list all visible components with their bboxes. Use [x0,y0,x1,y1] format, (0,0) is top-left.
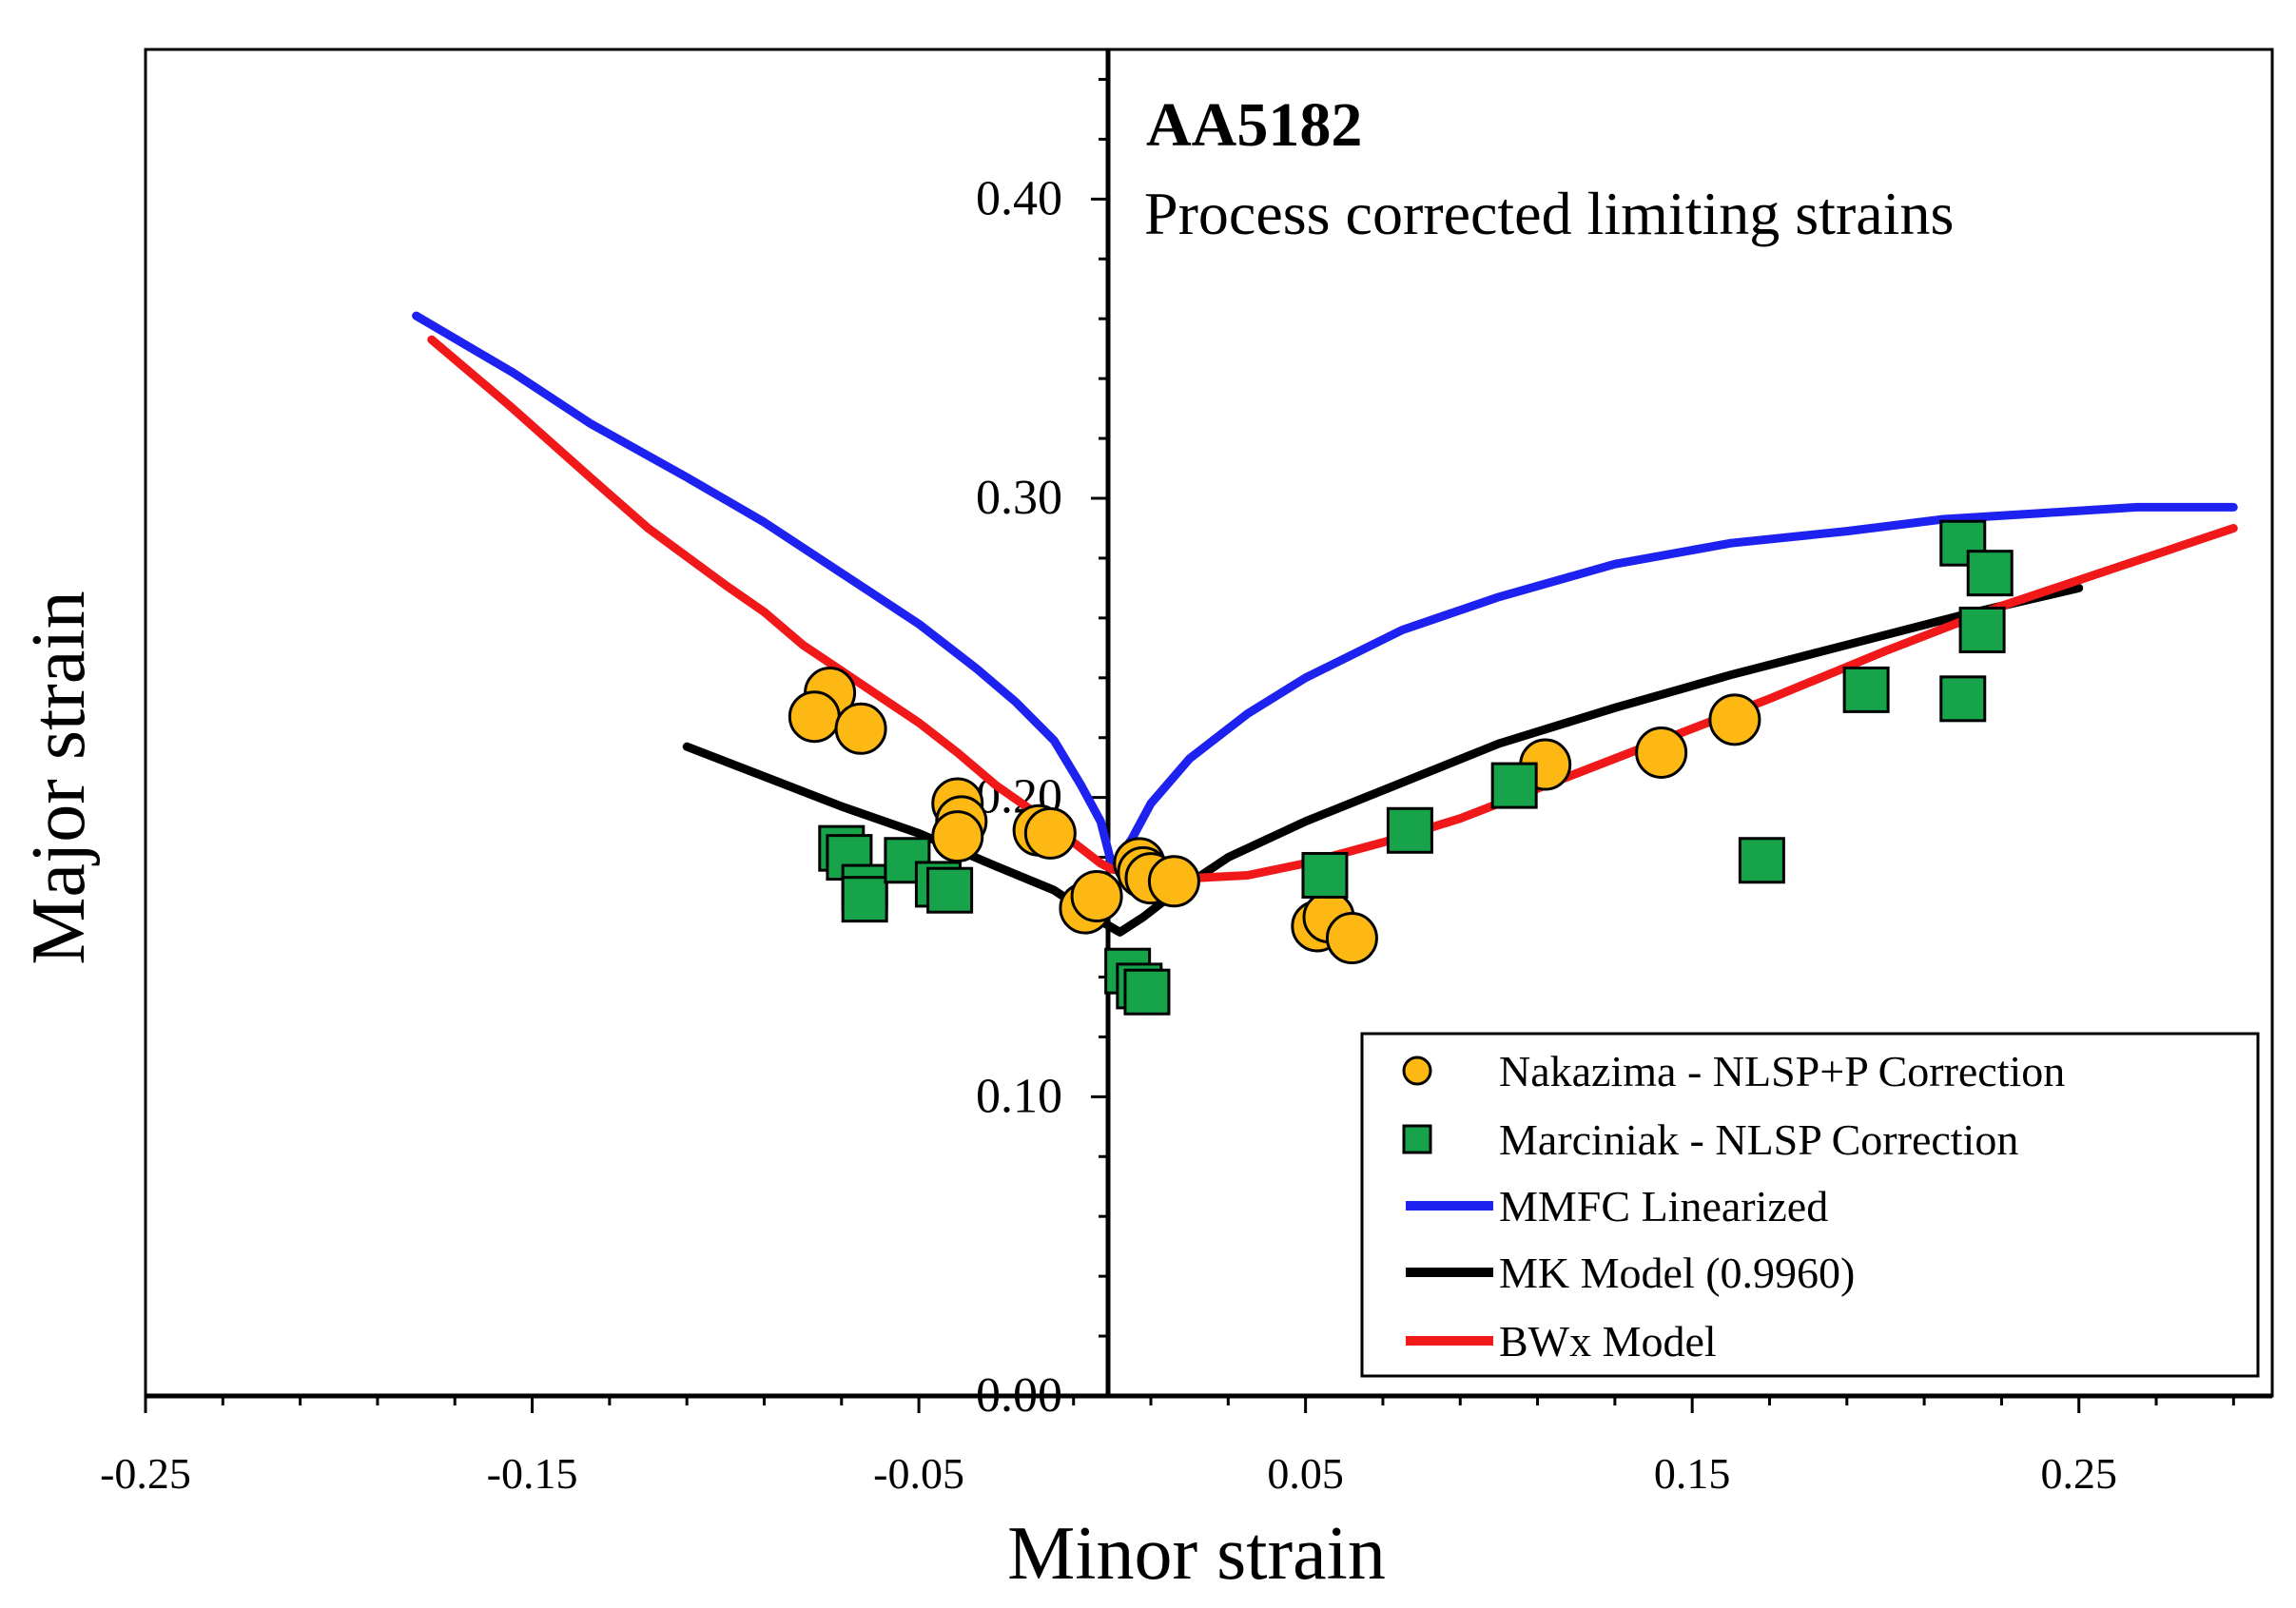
data-point-circle [931,810,984,863]
chart-subtitle: Process corrected limiting strains [1144,180,1954,247]
data-point-circle [834,702,887,755]
x-tick-label: -0.15 [487,1449,578,1498]
x-tick-label: -0.25 [100,1449,191,1498]
data-point-circle [1635,726,1688,779]
data-point-square [841,876,888,923]
data-point-square [1939,675,1987,723]
data-point-square [1490,762,1538,809]
data-point-circle [1708,693,1761,746]
legend: Nakazima - NLSP+P Correction Marciniak - … [1360,1032,2260,1378]
series-markers [788,519,2014,1016]
x-tick-label: 0.25 [2040,1449,2117,1498]
data-point-circle [1023,806,1077,860]
x-tick-label: -0.05 [873,1449,964,1498]
data-point-circle [1325,912,1378,965]
data-point-circle [1070,870,1123,923]
y-axis-label: Major strain [17,591,101,964]
y-tick-label: 0.10 [976,1069,1062,1123]
legend-swatch-square [1402,1124,1432,1154]
legend-label: BWx Model [1499,1317,1717,1366]
y-tick-label: 0.00 [976,1368,1062,1423]
data-point-square [926,866,974,914]
data-point-circle [788,690,841,744]
legend-box [1360,1032,2260,1378]
x-tick-label: 0.05 [1267,1449,1344,1498]
data-point-circle [1147,855,1200,908]
data-point-square [1966,550,2014,597]
legend-label: MK Model (0.9960) [1499,1249,1855,1297]
data-point-square [1842,666,1890,713]
y-tick-label: 0.40 [976,171,1062,225]
data-point-square [1738,837,1785,884]
data-point-square [1123,968,1171,1016]
data-point-square [1958,606,2006,653]
x-tick-label: 0.15 [1654,1449,1731,1498]
x-axis-label: Minor strain [1007,1512,1386,1596]
data-point-square [1386,806,1433,854]
legend-label: Marciniak - NLSP Correction [1499,1115,2018,1164]
data-point-square [1301,851,1349,899]
y-tick-label: 0.30 [976,471,1062,525]
legend-label: MMFC Linearized [1499,1182,1828,1230]
legend-label: Nakazima - NLSP+P Correction [1499,1047,2065,1095]
data-point-square [1939,519,1987,567]
legend-swatch-circle [1402,1056,1432,1086]
chart-title: AA5182 [1146,90,1362,160]
